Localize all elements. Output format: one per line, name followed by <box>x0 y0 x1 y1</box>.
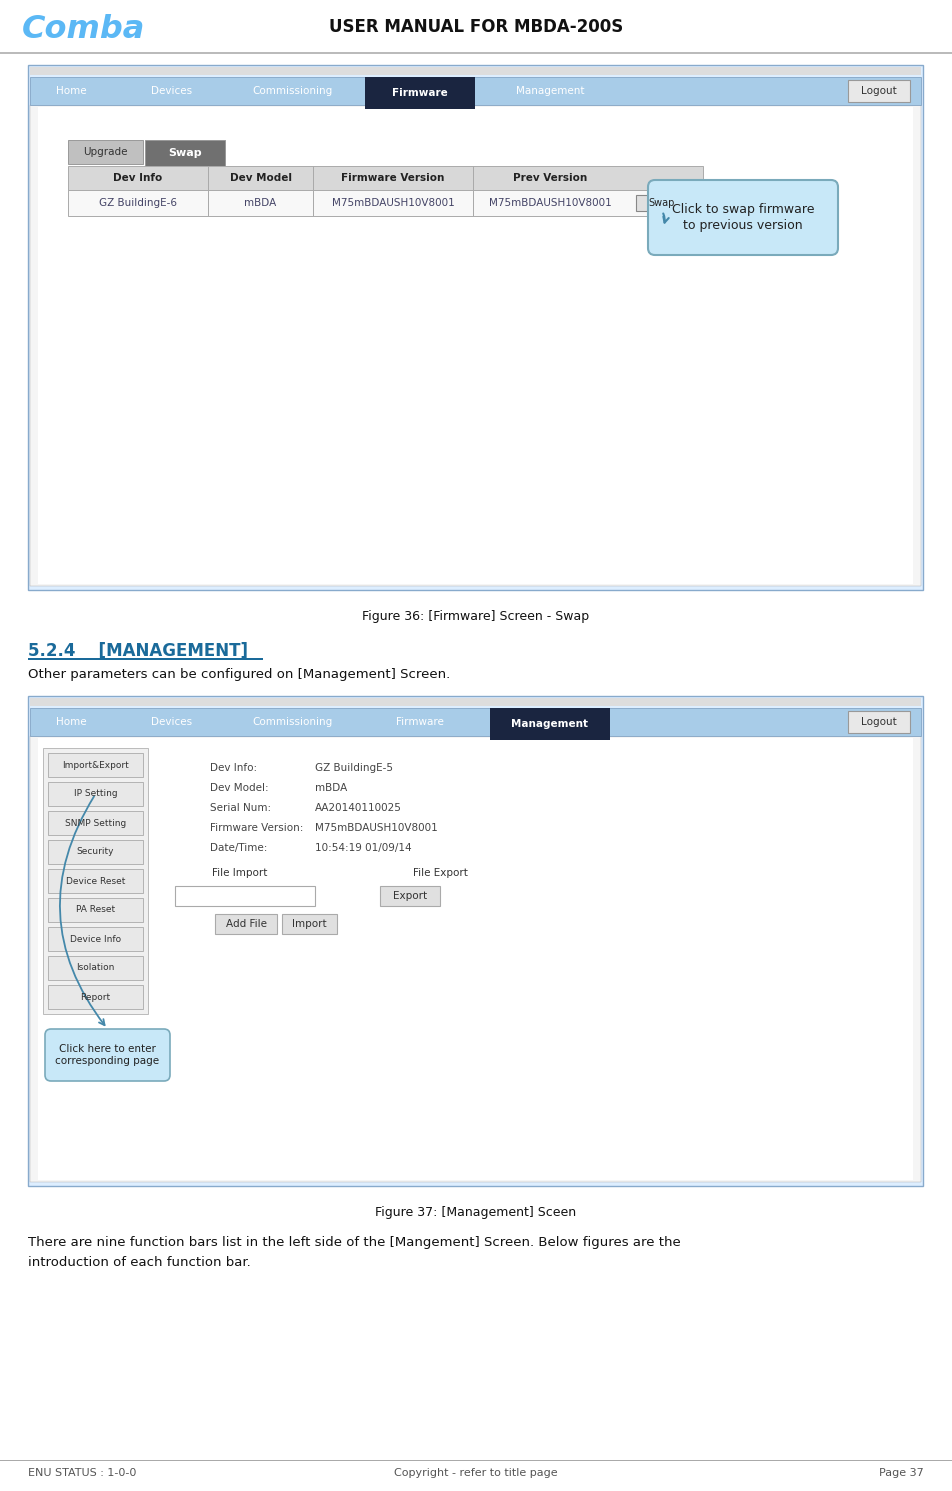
Bar <box>365 78 475 109</box>
FancyBboxPatch shape <box>45 1029 170 1081</box>
Text: Firmware Version:: Firmware Version: <box>210 823 304 833</box>
Text: GZ BuildingE-5: GZ BuildingE-5 <box>315 763 393 772</box>
Text: GZ BuildingE-6: GZ BuildingE-6 <box>99 198 177 209</box>
Text: mBDA: mBDA <box>315 783 347 793</box>
Text: Commissioning: Commissioning <box>252 86 332 95</box>
Bar <box>30 67 921 75</box>
Text: Serial Num:: Serial Num: <box>210 804 271 813</box>
Bar <box>48 898 143 921</box>
Text: M75mBDAUSH10V8001: M75mBDAUSH10V8001 <box>315 823 438 833</box>
Bar <box>38 107 913 584</box>
Bar <box>848 711 910 734</box>
Bar <box>48 839 143 863</box>
Text: Prev Version: Prev Version <box>513 173 587 183</box>
Bar <box>68 189 703 216</box>
Text: Copyright - refer to title page: Copyright - refer to title page <box>394 1469 558 1478</box>
Bar <box>48 927 143 951</box>
Bar <box>145 140 225 166</box>
Text: Import: Import <box>291 918 327 929</box>
Text: Import&Export: Import&Export <box>62 760 129 769</box>
Text: Figure 37: [Management] Sceen: Figure 37: [Management] Sceen <box>375 1206 577 1220</box>
Text: Device Info: Device Info <box>69 935 121 944</box>
Text: Management: Management <box>511 719 588 729</box>
Bar <box>48 869 143 893</box>
Bar <box>30 708 921 737</box>
Text: Logout: Logout <box>862 86 897 95</box>
Text: Dev Model:: Dev Model: <box>210 783 268 793</box>
Text: Dev Info: Dev Info <box>113 173 163 183</box>
Text: M75mBDAUSH10V8001: M75mBDAUSH10V8001 <box>331 198 454 209</box>
Text: IP Setting: IP Setting <box>73 790 117 799</box>
Text: Commissioning: Commissioning <box>252 717 332 728</box>
Text: Add File: Add File <box>226 918 267 929</box>
Bar <box>30 104 921 586</box>
Text: Dev Info:: Dev Info: <box>210 763 257 772</box>
Text: PA Reset: PA Reset <box>76 905 115 914</box>
Bar <box>28 696 923 1185</box>
Text: Figure 36: [Firmware] Screen - Swap: Figure 36: [Firmware] Screen - Swap <box>363 610 589 623</box>
Text: Other parameters can be configured on [Management] Screen.: Other parameters can be configured on [M… <box>28 668 450 681</box>
Text: Management: Management <box>516 86 585 95</box>
Text: 5.2.4    [MANAGEMENT]: 5.2.4 [MANAGEMENT] <box>28 643 248 661</box>
Text: Device Reset: Device Reset <box>66 877 125 886</box>
Text: SNMP Setting: SNMP Setting <box>65 819 126 828</box>
Text: Firmware: Firmware <box>396 717 444 728</box>
Text: USER MANUAL FOR MBDA-200S: USER MANUAL FOR MBDA-200S <box>328 18 624 36</box>
Text: Export: Export <box>393 892 427 901</box>
Text: Swap: Swap <box>649 198 675 209</box>
Text: Firmware: Firmware <box>392 88 447 98</box>
Bar <box>48 811 143 835</box>
Bar <box>48 956 143 980</box>
Text: Logout: Logout <box>862 717 897 728</box>
Text: Upgrade: Upgrade <box>83 148 128 157</box>
Text: AA20140110025: AA20140110025 <box>315 804 402 813</box>
Text: Isolation: Isolation <box>76 963 114 972</box>
Text: Home: Home <box>55 86 87 95</box>
Bar <box>28 658 263 659</box>
FancyBboxPatch shape <box>648 180 838 255</box>
Text: mBDA: mBDA <box>245 198 277 209</box>
Text: Click here to enter
corresponding page: Click here to enter corresponding page <box>55 1044 160 1066</box>
Text: Devices: Devices <box>151 717 192 728</box>
Text: Home: Home <box>55 717 87 728</box>
Text: Firmware Version: Firmware Version <box>342 173 445 183</box>
Bar <box>30 737 921 1182</box>
Text: Security: Security <box>77 847 114 856</box>
Bar <box>38 738 913 1179</box>
Bar <box>380 886 440 907</box>
Bar <box>28 66 923 590</box>
Bar <box>68 140 143 164</box>
Text: Click to swap firmware
to previous version: Click to swap firmware to previous versi… <box>672 203 814 231</box>
Bar <box>48 986 143 1009</box>
Text: ENU STATUS : 1-0-0: ENU STATUS : 1-0-0 <box>28 1469 136 1478</box>
Text: Comba: Comba <box>22 15 146 46</box>
Bar <box>0 52 952 54</box>
Bar <box>48 781 143 807</box>
Text: File Export: File Export <box>412 868 467 878</box>
Bar <box>30 78 921 104</box>
Text: M75mBDAUSH10V8001: M75mBDAUSH10V8001 <box>489 198 612 209</box>
Bar <box>30 698 921 707</box>
Text: Page 37: Page 37 <box>880 1469 924 1478</box>
Text: Devices: Devices <box>151 86 192 95</box>
Text: There are nine function bars list in the left side of the [Mangement] Screen. Be: There are nine function bars list in the… <box>28 1236 681 1249</box>
Text: File Import: File Import <box>212 868 268 878</box>
Bar <box>215 914 277 933</box>
Bar <box>848 81 910 101</box>
Text: introduction of each function bar.: introduction of each function bar. <box>28 1255 250 1269</box>
Text: Dev Model: Dev Model <box>229 173 291 183</box>
Text: Date/Time:: Date/Time: <box>210 842 268 853</box>
Bar <box>282 914 337 933</box>
Bar <box>490 708 610 740</box>
Text: Swap: Swap <box>169 148 202 158</box>
Text: Report: Report <box>80 993 110 1002</box>
Bar <box>43 748 148 1014</box>
Bar <box>175 886 315 907</box>
Bar <box>636 195 688 212</box>
Bar <box>48 753 143 777</box>
Bar <box>68 166 703 189</box>
Text: 10:54:19 01/09/14: 10:54:19 01/09/14 <box>315 842 411 853</box>
